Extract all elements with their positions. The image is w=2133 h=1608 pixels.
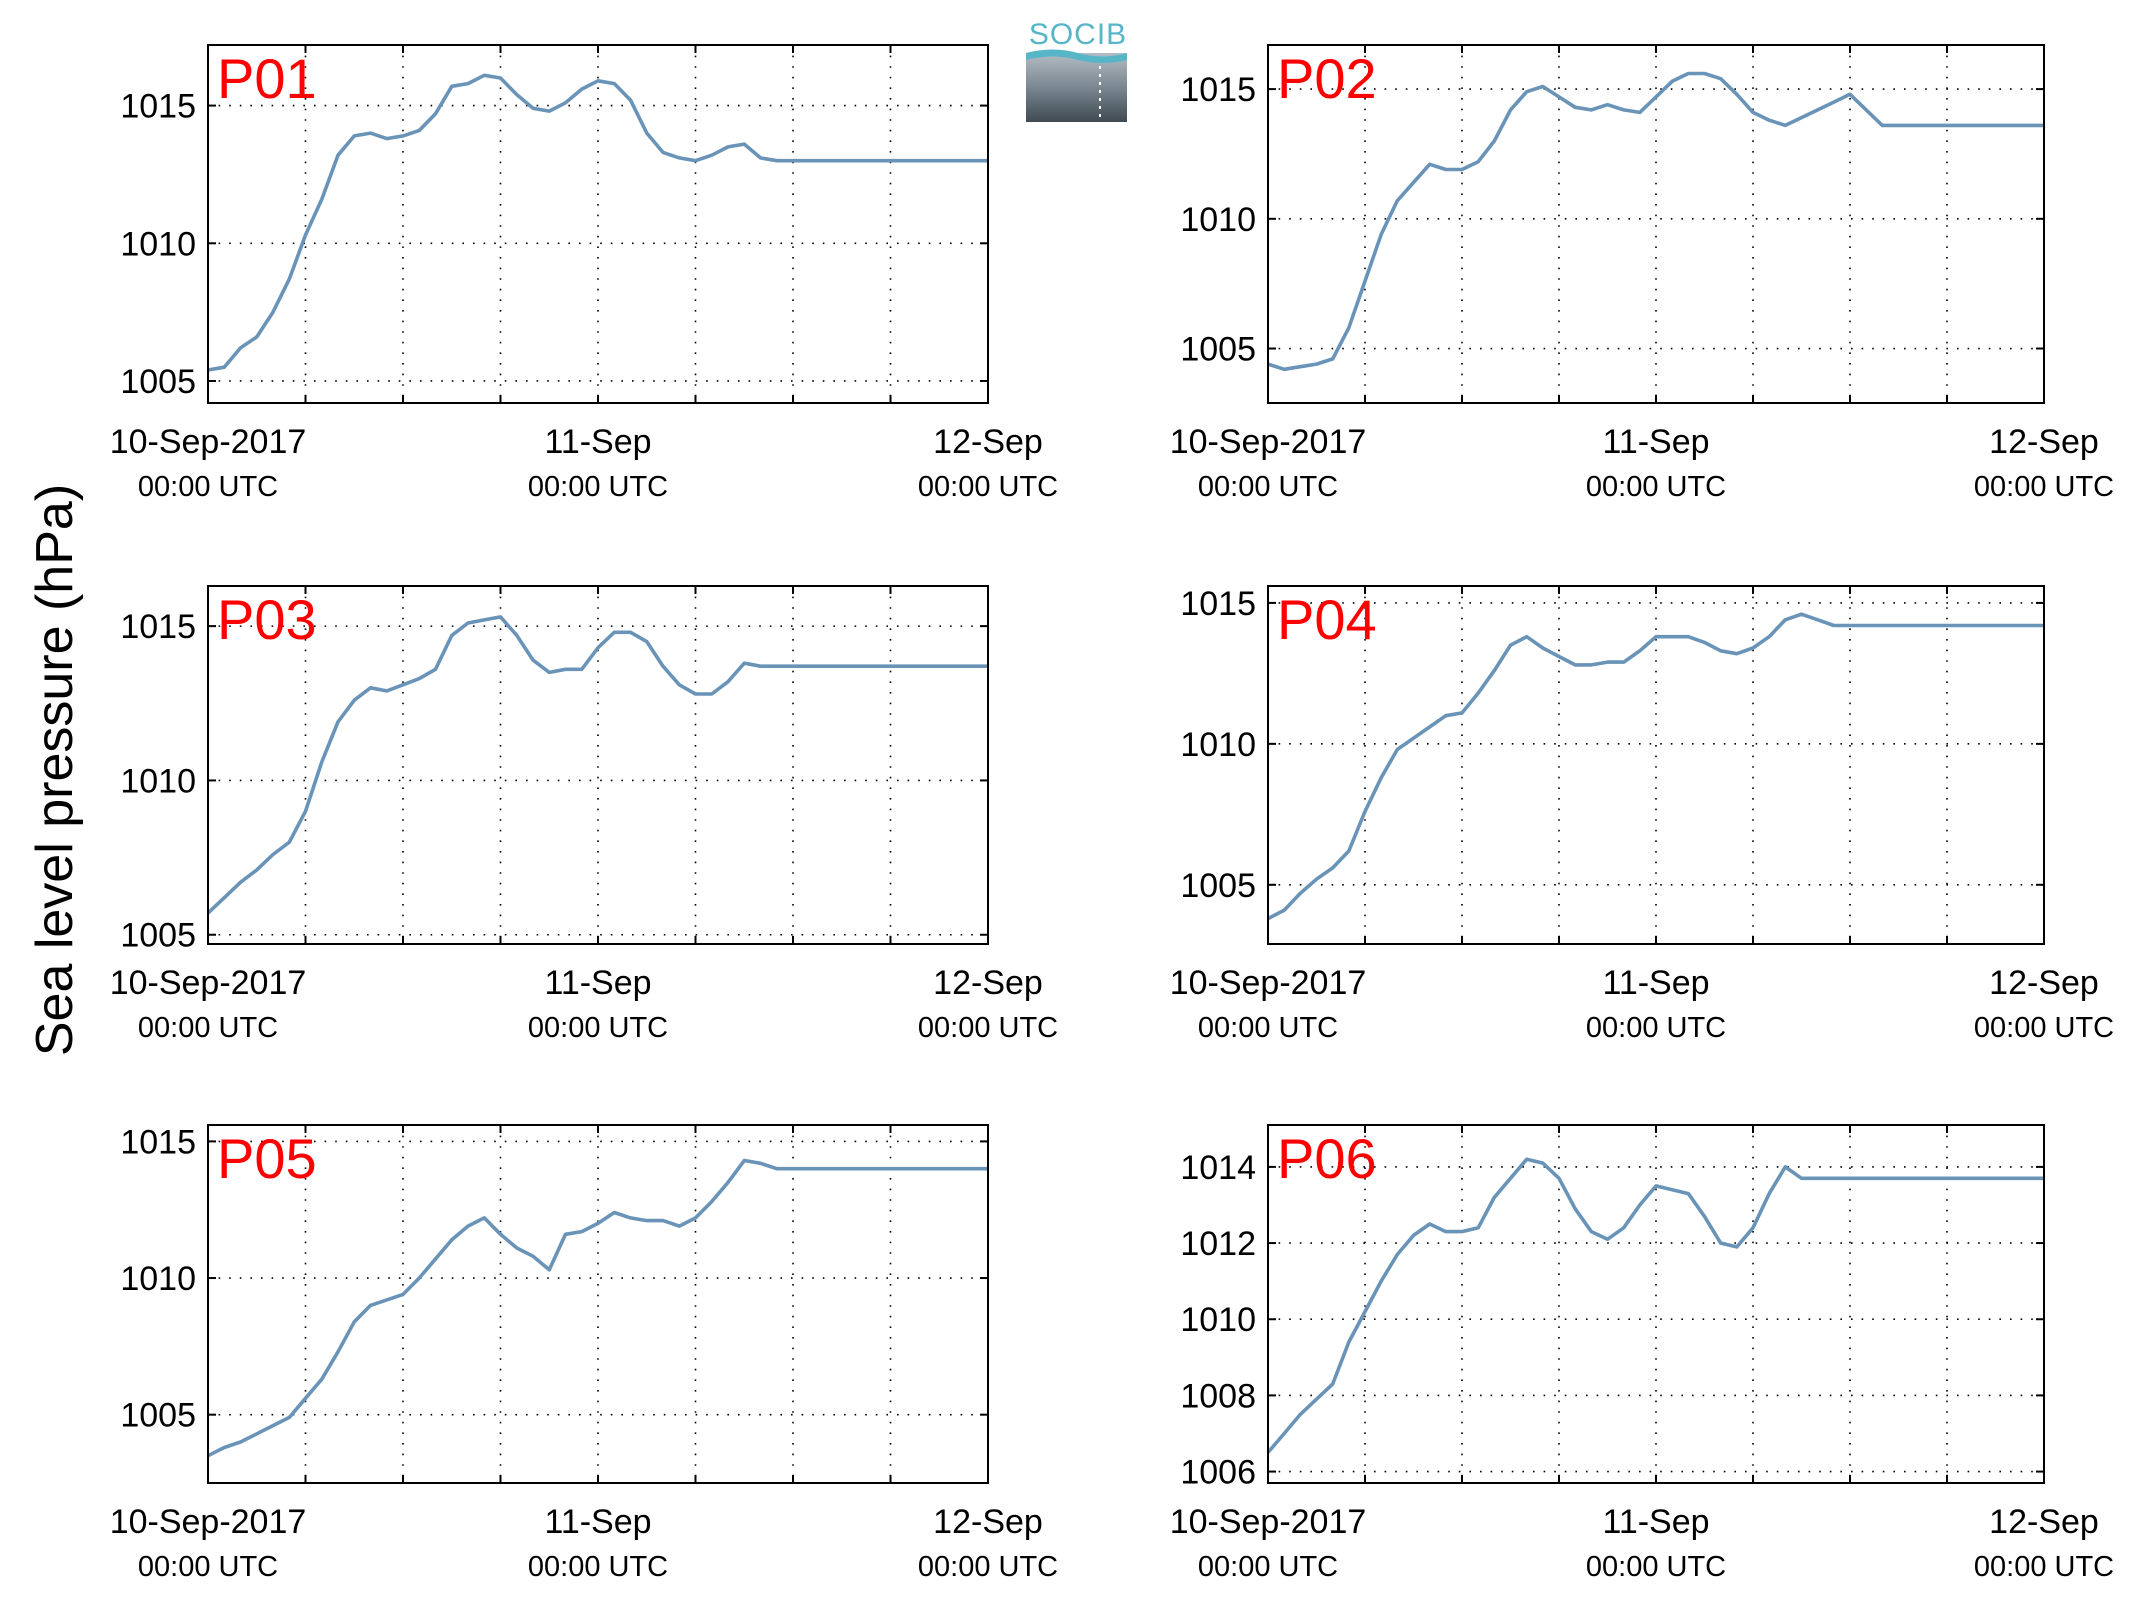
- logo-mark: [1026, 53, 1127, 122]
- x-tick-label: 10-Sep-2017: [1170, 1503, 1367, 1541]
- y-tick-label: 1010: [1180, 726, 1256, 764]
- panel-p05: 1005 1010 1015 10-Sep-2017 00:00 UTC 11-Sep 00…: [110, 1123, 1058, 1583]
- x-tick-label: 12-Sep: [1989, 964, 2099, 1002]
- x-tick-sublabel: 00:00 UTC: [528, 1551, 668, 1583]
- y-tick-label: 1015: [1180, 71, 1256, 109]
- y-tick-label: 1006: [1180, 1454, 1256, 1492]
- x-tick-sublabel: 00:00 UTC: [138, 1012, 278, 1044]
- y-tick-label: 1015: [120, 1123, 196, 1161]
- x-tick-label: 11-Sep: [1602, 964, 1709, 1002]
- x-tick-sublabel: 00:00 UTC: [1974, 1551, 2114, 1583]
- panel-p01: 1005 1010 1015 10-Sep-2017 00:00 UTC 11-Sep 00…: [110, 44, 1058, 503]
- y-tick-label: 1010: [120, 225, 196, 263]
- x-tick-sublabel: 00:00 UTC: [1586, 471, 1726, 503]
- y-tick-label: 1005: [1180, 331, 1256, 369]
- x-tick-sublabel: 00:00 UTC: [1198, 1551, 1338, 1583]
- series-line: [207, 73, 988, 372]
- y-axis-label: Sea level pressure (hPa): [26, 484, 84, 1056]
- y-tick-label: 1012: [1180, 1225, 1256, 1263]
- panel-p03: 1005 1010 1015 10-Sep-2017 00:00 UTC 11-Sep 00…: [110, 585, 1058, 1044]
- y-tick-label: 1005: [120, 363, 196, 401]
- x-tick-label: 11-Sep: [544, 1503, 651, 1541]
- y-tick-label: 1015: [120, 88, 196, 126]
- panel-label: P05: [217, 1127, 317, 1190]
- x-tick-label: 10-Sep-2017: [110, 423, 307, 461]
- series-line: [1266, 1157, 2044, 1454]
- x-tick-label: 11-Sep: [544, 423, 651, 461]
- x-tick-sublabel: 00:00 UTC: [138, 1551, 278, 1583]
- x-tick-label: 10-Sep-2017: [110, 1503, 307, 1541]
- x-tick-label: 10-Sep-2017: [110, 964, 307, 1002]
- y-tick-label: 1010: [120, 762, 196, 800]
- x-tick-sublabel: 00:00 UTC: [1198, 471, 1338, 503]
- x-tick-label: 11-Sep: [544, 964, 651, 1002]
- x-tick-label: 11-Sep: [1602, 1503, 1709, 1541]
- socib-logo: SOCIB: [1026, 18, 1127, 122]
- x-tick-label: 12-Sep: [933, 964, 1043, 1002]
- x-tick-sublabel: 00:00 UTC: [918, 1551, 1058, 1583]
- panel-label: P04: [1277, 588, 1377, 651]
- x-tick-label: 12-Sep: [1989, 423, 2099, 461]
- panel-p02: 1005 1010 1015 10-Sep-2017 00:00 UTC 11-Sep 00…: [1170, 44, 2114, 503]
- x-tick-sublabel: 00:00 UTC: [918, 1012, 1058, 1044]
- x-tick-sublabel: 00:00 UTC: [1974, 1012, 2114, 1044]
- x-tick-sublabel: 00:00 UTC: [528, 471, 668, 503]
- panel-label: P03: [217, 588, 317, 651]
- panel-label: P02: [1277, 47, 1377, 110]
- series-line: [1267, 612, 2044, 921]
- y-tick-label: 1014: [1180, 1149, 1256, 1187]
- panel-label: P01: [217, 47, 317, 110]
- x-tick-label: 12-Sep: [933, 1503, 1043, 1541]
- logo-text: SOCIB: [1029, 18, 1127, 51]
- y-tick-label: 1005: [1180, 867, 1256, 905]
- y-tick-label: 1008: [1180, 1377, 1256, 1415]
- series-line: [207, 1158, 988, 1458]
- x-tick-sublabel: 00:00 UTC: [1586, 1012, 1726, 1044]
- series-line: [206, 615, 988, 915]
- x-tick-sublabel: 00:00 UTC: [528, 1012, 668, 1044]
- logo-wave: [1026, 49, 1127, 63]
- x-tick-label: 11-Sep: [1602, 423, 1709, 461]
- panel-p04: 1005 1010 1015 10-Sep-2017 00:00 UTC 11-Sep 00…: [1170, 585, 2114, 1044]
- y-tick-label: 1015: [120, 608, 196, 646]
- y-tick-label: 1010: [120, 1260, 196, 1298]
- x-tick-sublabel: 00:00 UTC: [1198, 1012, 1338, 1044]
- series-line: [1267, 71, 2044, 372]
- x-tick-label: 10-Sep-2017: [1170, 423, 1367, 461]
- x-tick-sublabel: 00:00 UTC: [918, 471, 1058, 503]
- panel-p06: 1006 1008 1010 1012 1014 10-Sep-2017 00:00 UTC…: [1170, 1124, 2114, 1583]
- y-tick-label: 1005: [120, 1397, 196, 1435]
- y-tick-label: 1010: [1180, 1301, 1256, 1339]
- panels: 1005 1010 1015 10-Sep-2017 00:00 UTC 11-Sep 00…: [110, 44, 2114, 1583]
- x-tick-label: 12-Sep: [933, 423, 1043, 461]
- x-tick-label: 10-Sep-2017: [1170, 964, 1367, 1002]
- x-tick-sublabel: 00:00 UTC: [138, 471, 278, 503]
- x-tick-sublabel: 00:00 UTC: [1974, 471, 2114, 503]
- x-tick-label: 12-Sep: [1989, 1503, 2099, 1541]
- y-tick-label: 1005: [120, 917, 196, 955]
- y-tick-label: 1015: [1180, 585, 1256, 623]
- panel-label: P06: [1277, 1127, 1377, 1190]
- x-tick-sublabel: 00:00 UTC: [1586, 1551, 1726, 1583]
- y-tick-label: 1010: [1180, 201, 1256, 239]
